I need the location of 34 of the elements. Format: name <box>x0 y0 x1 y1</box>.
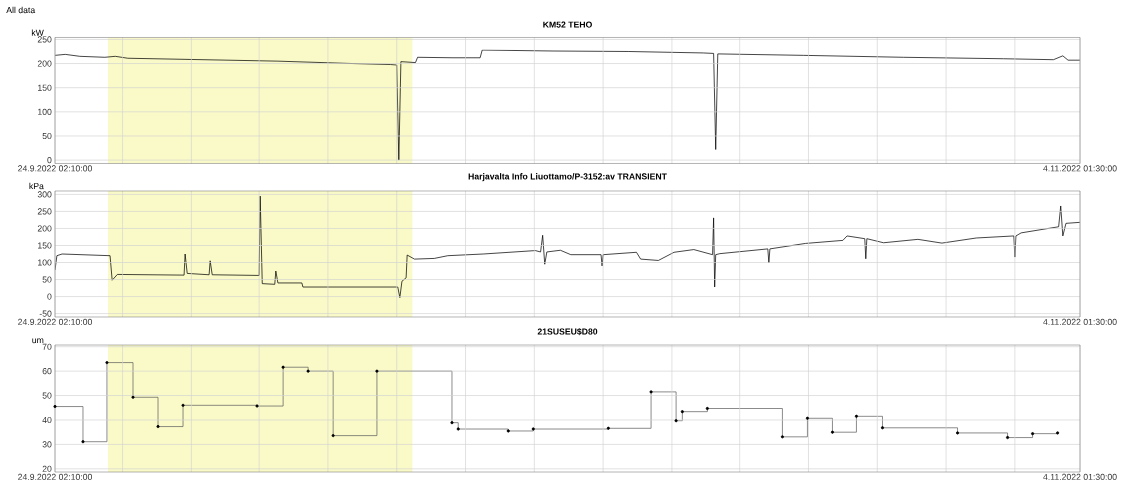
chart-title: Harjavalta Info Liuottamo/P-3152:av TRANSIENT <box>468 173 667 182</box>
y-tick-label: -50 <box>39 310 52 317</box>
y-tick-label: 250 <box>37 208 52 215</box>
y-tick-label: 150 <box>38 242 52 249</box>
x-tick-label: 4.11.2022 01:30:00 <box>1043 318 1117 325</box>
y-axis-title: kW <box>31 29 44 36</box>
y-tick-label: 60 <box>42 368 52 375</box>
y-tick-label: 50 <box>42 392 52 399</box>
y-tick-label: 300 <box>37 191 52 198</box>
y-tick-label: 50 <box>42 276 52 283</box>
x-tick-label: 4.11.2022 01:30:00 <box>1043 473 1117 480</box>
y-tick-label: 250 <box>37 36 52 43</box>
y-axis-title: um <box>32 338 44 344</box>
y-tick-label: 30 <box>42 441 52 448</box>
y-tick-label: 0 <box>47 157 52 164</box>
x-tick-label: 24.9.2022 02:10:00 <box>18 165 92 172</box>
x-tick-label: 24.9.2022 02:10:00 <box>18 473 92 480</box>
y-axis-title: kPa <box>29 182 44 190</box>
y-tick-label: 70 <box>42 343 52 350</box>
x-tick-label: 4.11.2022 01:30:00 <box>1043 165 1117 172</box>
chart-title: 21SUSEU$D80 <box>537 328 598 336</box>
x-tick-label: 24.9.2022 02:10:00 <box>18 318 92 325</box>
y-tick-label: 0 <box>47 293 52 300</box>
y-tick-label: 200 <box>37 60 52 67</box>
y-tick-label: 50 <box>42 132 52 140</box>
y-tick-label: 200 <box>37 225 52 232</box>
y-tick-label: 40 <box>42 416 52 424</box>
chart-title: KM52 TEHO <box>543 21 592 28</box>
y-tick-label: 150 <box>38 84 52 91</box>
line-series <box>55 195 1081 298</box>
text: All data <box>6 6 36 14</box>
y-tick-label: 100 <box>38 259 52 266</box>
y-tick-label: 100 <box>38 108 52 115</box>
y-tick-label: 20 <box>42 465 52 472</box>
